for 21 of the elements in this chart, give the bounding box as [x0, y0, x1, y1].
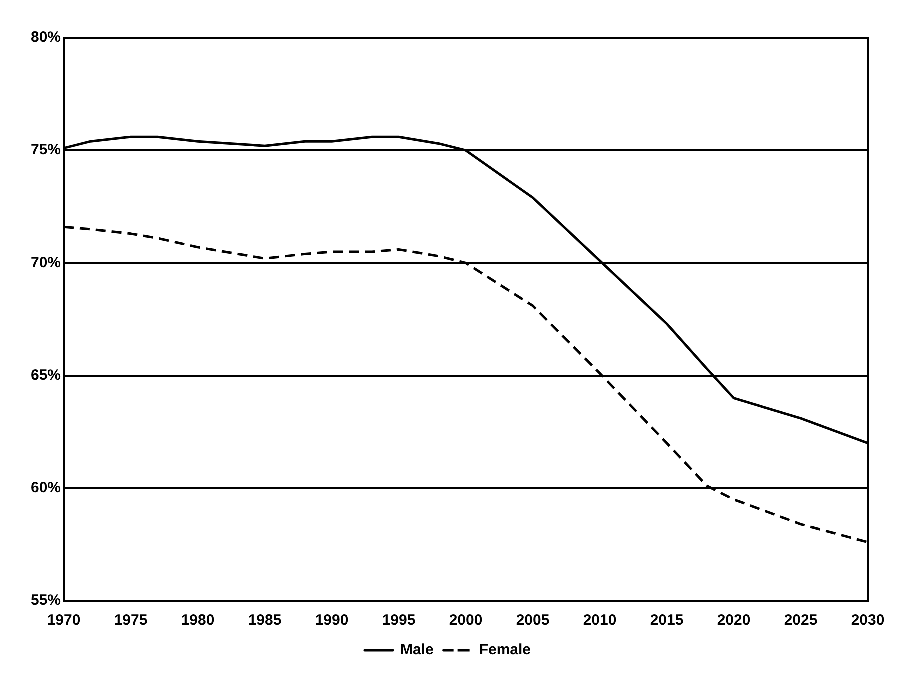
- x-tick-label: 2025: [784, 612, 818, 630]
- y-tick-label: 60%: [30, 480, 62, 497]
- x-tick-label: 1975: [114, 612, 148, 630]
- legend-label: Male: [400, 642, 434, 659]
- x-tick-label: 1990: [315, 612, 349, 630]
- legend-label: Female: [479, 642, 532, 659]
- x-tick-label: 2030: [851, 612, 885, 630]
- y-tick-label: 55%: [30, 592, 62, 610]
- x-tick-label: 2005: [516, 612, 550, 630]
- x-tick-label: 2015: [650, 612, 684, 630]
- x-tick-label: 1980: [181, 612, 215, 630]
- y-tick-label: 70%: [30, 254, 62, 272]
- x-tick-label: 1970: [47, 612, 81, 630]
- y-tick-label: 80%: [30, 29, 62, 46]
- x-tick-label: 2010: [583, 612, 617, 630]
- x-tick-label: 2020: [717, 612, 751, 630]
- y-tick-label: 65%: [30, 366, 62, 384]
- y-tick-label: 75%: [30, 142, 62, 159]
- x-tick-label: 1995: [382, 612, 416, 630]
- x-tick-label: 2000: [449, 612, 483, 630]
- x-tick-label: 1985: [248, 612, 282, 630]
